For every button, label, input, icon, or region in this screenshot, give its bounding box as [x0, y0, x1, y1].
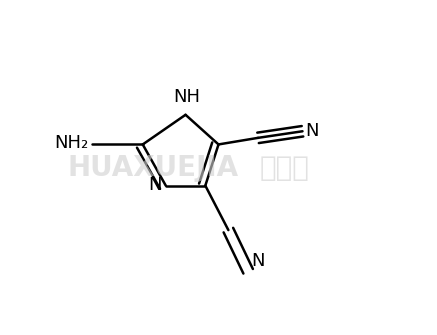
Text: HUAXUEJIA: HUAXUEJIA [67, 153, 238, 182]
Text: N: N [148, 176, 162, 194]
Text: N: N [251, 252, 264, 270]
Text: N: N [305, 122, 319, 140]
Text: 化学加: 化学加 [260, 153, 309, 182]
Text: NH: NH [173, 87, 201, 106]
Text: NH₂: NH₂ [54, 134, 88, 152]
